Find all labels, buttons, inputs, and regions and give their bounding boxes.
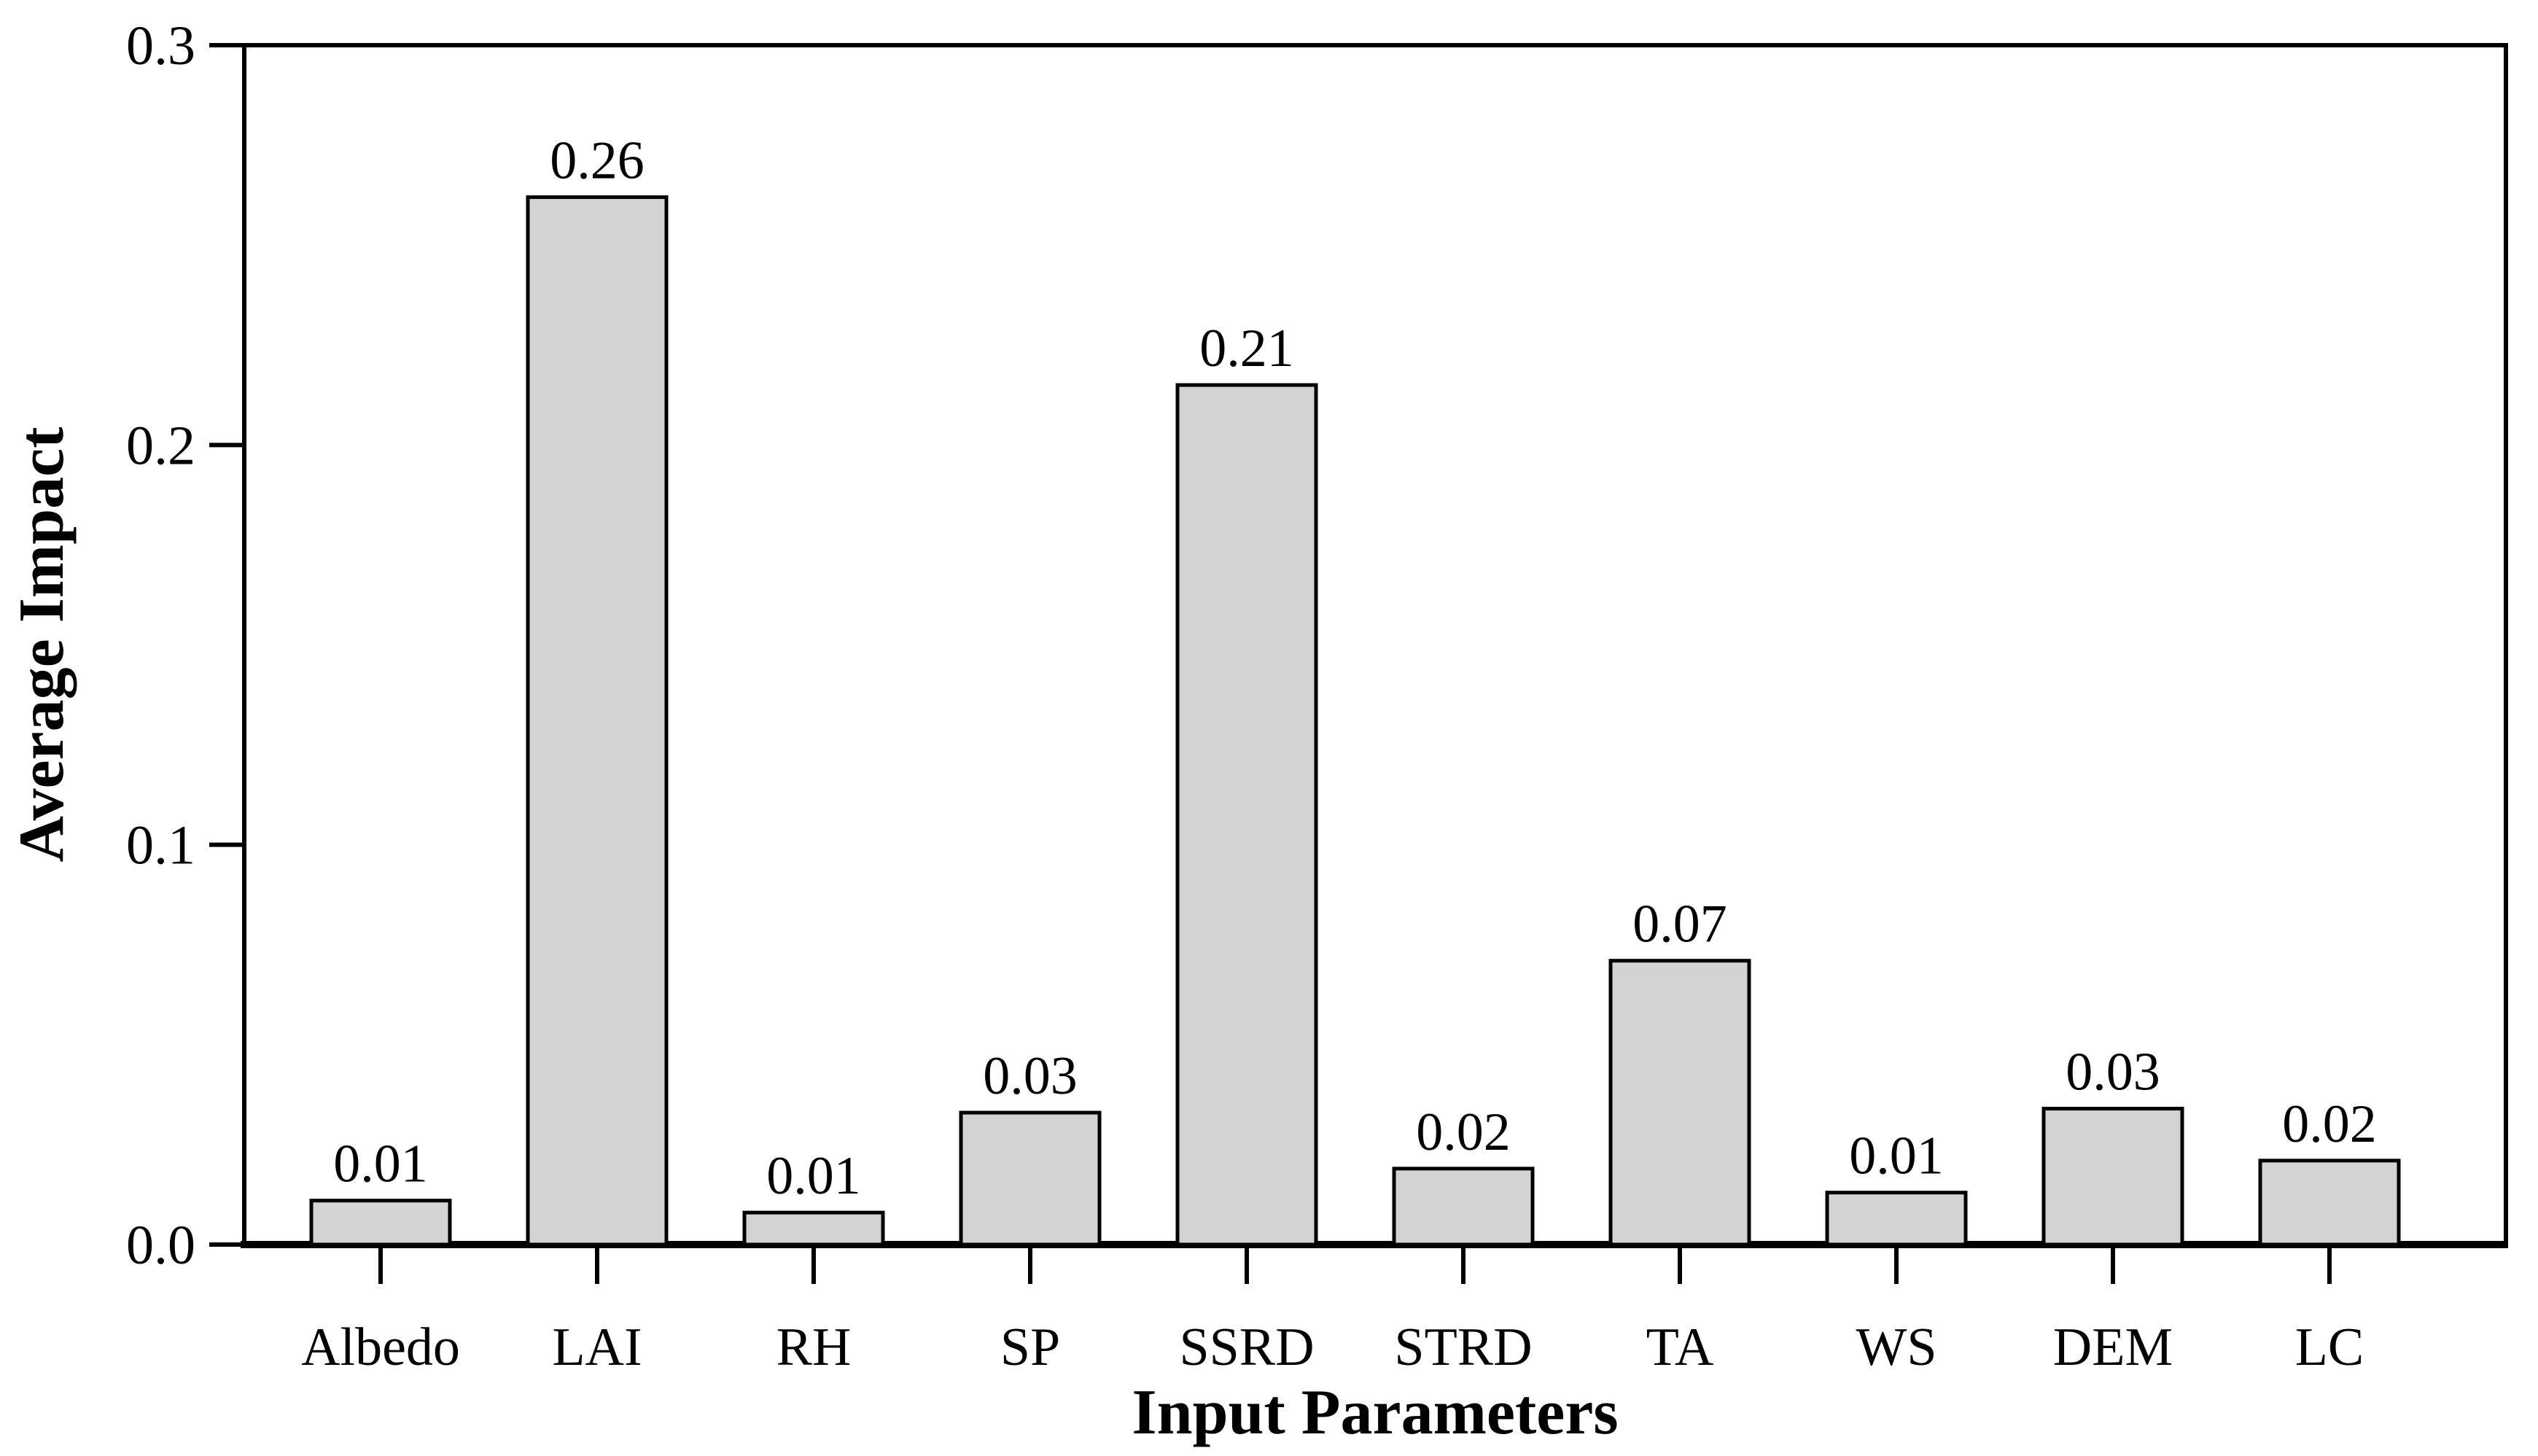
x-tick-label: WS: [1856, 1317, 1937, 1377]
x-tick-label: SSRD: [1179, 1317, 1314, 1377]
bars-group: 0.01 Albedo 0.26 LAI 0.01 RH 0.03 SP 0.21 SSRD 0.0…: [301, 131, 2401, 1377]
bar: [1392, 1167, 1535, 1247]
bar: [742, 1210, 885, 1247]
bar-value-label: 0.01: [1849, 1126, 1944, 1186]
bar-value-label: 0.21: [1199, 319, 1294, 378]
bar: [959, 1110, 1102, 1247]
bar-value-label: 0.01: [766, 1146, 861, 1206]
x-tick-label: SP: [1000, 1317, 1060, 1377]
x-tick-label: RH: [776, 1317, 852, 1377]
bar: [2258, 1159, 2401, 1247]
bar: [526, 195, 669, 1247]
bar-value-label: 0.03: [2066, 1043, 2160, 1102]
x-axis-title: Input Parameters: [1132, 1377, 1618, 1448]
y-tick-label: 0.2: [126, 415, 195, 476]
x-tick-label: LC: [2295, 1317, 2364, 1377]
bar-value-label: 0.26: [550, 131, 645, 190]
bar-value-label: 0.03: [983, 1046, 1078, 1106]
bar: [1825, 1191, 1968, 1247]
y-tick-label: 0.0: [126, 1215, 195, 1276]
bar-value-label: 0.02: [1416, 1102, 1511, 1162]
x-tick-label: DEM: [2053, 1317, 2173, 1377]
bar: [2041, 1107, 2184, 1247]
bar-value-label: 0.07: [1632, 895, 1727, 954]
x-tick-label: STRD: [1394, 1317, 1532, 1377]
y-tick-label: 0.3: [126, 15, 195, 77]
bar-value-label: 0.01: [333, 1134, 428, 1194]
x-tick-label: Albedo: [301, 1317, 460, 1377]
y-axis: 0.0 0.1 0.2 0.3: [126, 15, 244, 1276]
bar: [309, 1199, 452, 1247]
bar: [1175, 383, 1318, 1247]
y-tick-label: 0.1: [126, 815, 195, 876]
y-axis-title: Average Impact: [7, 427, 77, 862]
x-tick-label: TA: [1646, 1317, 1714, 1377]
x-tick-label: LAI: [552, 1317, 642, 1377]
bar-value-label: 0.02: [2282, 1094, 2377, 1154]
bar: [1608, 959, 1751, 1247]
